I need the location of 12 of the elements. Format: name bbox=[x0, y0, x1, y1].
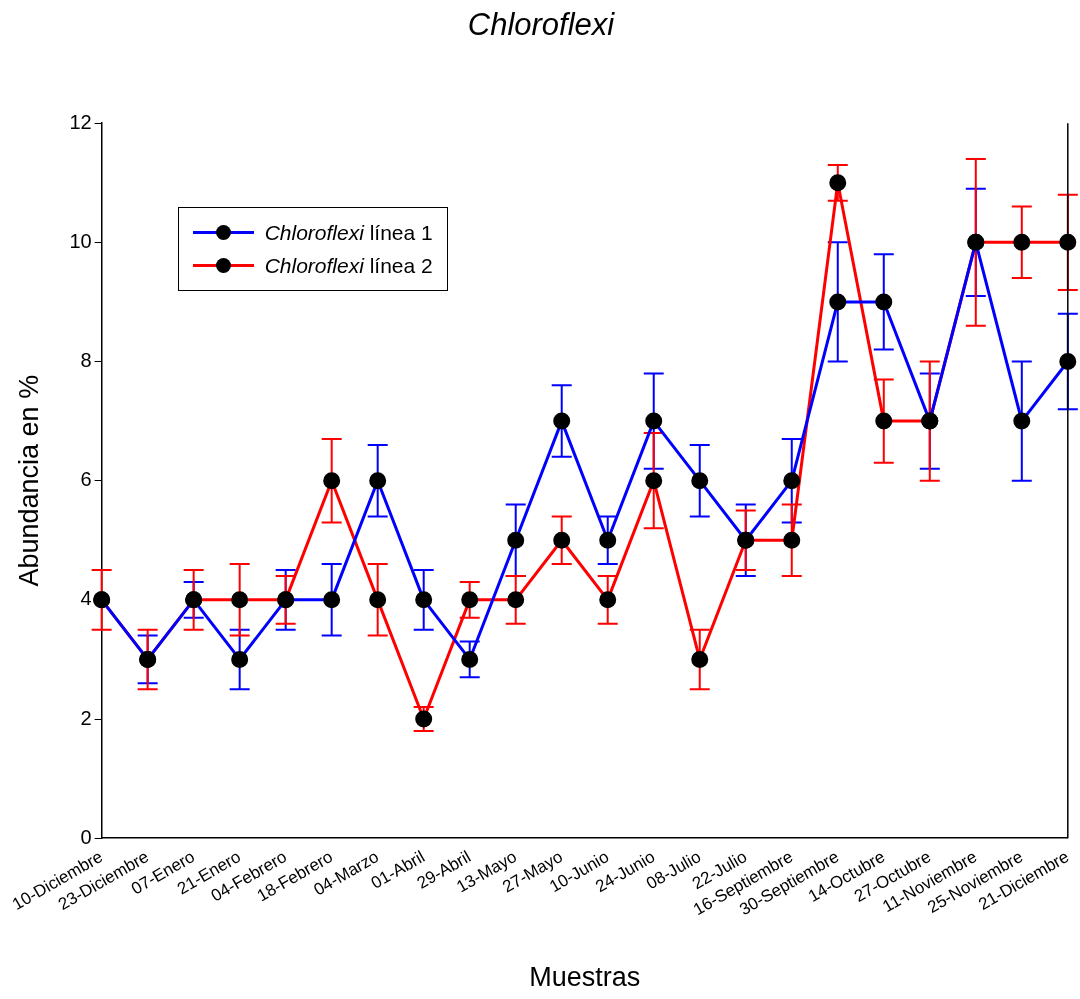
legend-label: Chloroflexi línea 1 bbox=[264, 220, 433, 245]
chart-title: Chloroflexi bbox=[467, 7, 616, 43]
legend-label: Chloroflexi línea 2 bbox=[264, 253, 433, 278]
y-tick-label: 8 bbox=[80, 349, 92, 372]
y-tick-label: 4 bbox=[80, 587, 92, 610]
y-tick-label: 10 bbox=[69, 229, 92, 252]
y-tick-label: 6 bbox=[80, 468, 92, 491]
x-axis-title: Muestras bbox=[529, 962, 641, 993]
y-tick-label: 2 bbox=[80, 706, 92, 729]
y-tick-label: 0 bbox=[80, 825, 92, 848]
y-axis-title: Abundancia en % bbox=[13, 374, 44, 587]
y-tick-label: 12 bbox=[69, 110, 92, 133]
